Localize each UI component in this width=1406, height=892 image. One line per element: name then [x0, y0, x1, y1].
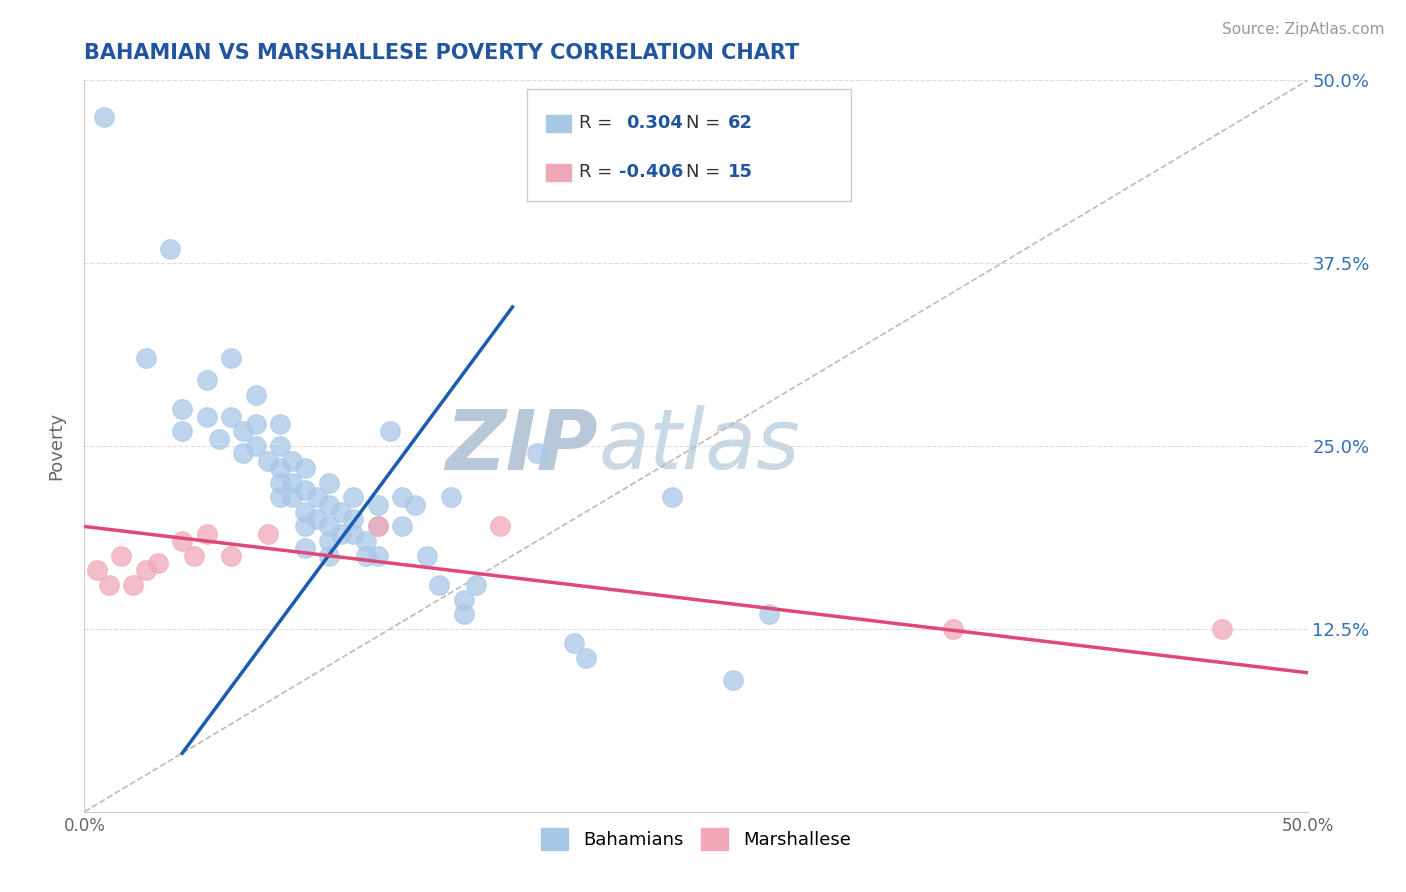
Point	[219, 409, 242, 424]
Point	[330, 505, 353, 519]
Text: Source: ZipAtlas.com: Source: ZipAtlas.com	[1222, 22, 1385, 37]
Point	[281, 490, 304, 504]
Point	[453, 592, 475, 607]
Text: 15: 15	[728, 163, 754, 181]
Point	[245, 439, 267, 453]
Point	[245, 388, 267, 402]
Point	[195, 373, 218, 387]
Point	[489, 519, 512, 533]
Point	[1211, 622, 1233, 636]
Point	[342, 512, 364, 526]
Point	[391, 490, 413, 504]
Point	[427, 578, 450, 592]
Point	[146, 556, 169, 570]
Point	[380, 425, 402, 439]
Point	[942, 622, 965, 636]
Point	[195, 526, 218, 541]
Point	[661, 490, 683, 504]
Point	[367, 549, 389, 563]
Point	[330, 526, 353, 541]
Point	[318, 475, 340, 490]
Point	[135, 351, 157, 366]
Legend: Bahamians, Marshallese: Bahamians, Marshallese	[534, 821, 858, 857]
Point	[257, 453, 280, 467]
Point	[342, 526, 364, 541]
Point	[269, 461, 291, 475]
Text: 0.304: 0.304	[626, 114, 682, 132]
Point	[318, 498, 340, 512]
Text: R =: R =	[579, 163, 619, 181]
Point	[135, 563, 157, 577]
Point	[318, 534, 340, 549]
Point	[464, 578, 486, 592]
Point	[367, 498, 389, 512]
Point	[86, 563, 108, 577]
Point	[440, 490, 463, 504]
Point	[281, 475, 304, 490]
Point	[404, 498, 426, 512]
Point	[172, 534, 194, 549]
Point	[294, 541, 316, 556]
Point	[526, 446, 548, 460]
Point	[391, 519, 413, 533]
Point	[305, 512, 328, 526]
Point	[269, 439, 291, 453]
Point	[159, 242, 181, 256]
Point	[294, 519, 316, 533]
Point	[294, 505, 316, 519]
Point	[97, 578, 120, 592]
Point	[93, 110, 115, 124]
Point	[232, 446, 254, 460]
Point	[354, 549, 377, 563]
Point	[122, 578, 145, 592]
Point	[453, 607, 475, 622]
Point	[172, 402, 194, 417]
Point	[305, 490, 328, 504]
Point	[110, 549, 132, 563]
Point	[195, 409, 218, 424]
Text: atlas: atlas	[598, 406, 800, 486]
Point	[294, 461, 316, 475]
Point	[575, 651, 598, 665]
Point	[721, 673, 744, 687]
Point	[245, 417, 267, 431]
Point	[172, 425, 194, 439]
Point	[219, 549, 242, 563]
Point	[294, 483, 316, 497]
Point	[367, 519, 389, 533]
Point	[232, 425, 254, 439]
Point	[219, 351, 242, 366]
Point	[416, 549, 439, 563]
Text: N =: N =	[686, 114, 725, 132]
Point	[269, 417, 291, 431]
Point	[562, 636, 585, 650]
Point	[257, 526, 280, 541]
Text: ZIP: ZIP	[446, 406, 598, 486]
Point	[269, 475, 291, 490]
Point	[318, 549, 340, 563]
Point	[367, 519, 389, 533]
Point	[281, 453, 304, 467]
Point	[758, 607, 780, 622]
Point	[208, 432, 231, 446]
Text: N =: N =	[686, 163, 725, 181]
Text: 62: 62	[728, 114, 754, 132]
Y-axis label: Poverty: Poverty	[48, 412, 66, 480]
Point	[342, 490, 364, 504]
Text: -0.406: -0.406	[619, 163, 683, 181]
Point	[269, 490, 291, 504]
Text: BAHAMIAN VS MARSHALLESE POVERTY CORRELATION CHART: BAHAMIAN VS MARSHALLESE POVERTY CORRELAT…	[84, 44, 800, 63]
Point	[318, 519, 340, 533]
Text: R =: R =	[579, 114, 619, 132]
Point	[354, 534, 377, 549]
Point	[183, 549, 205, 563]
